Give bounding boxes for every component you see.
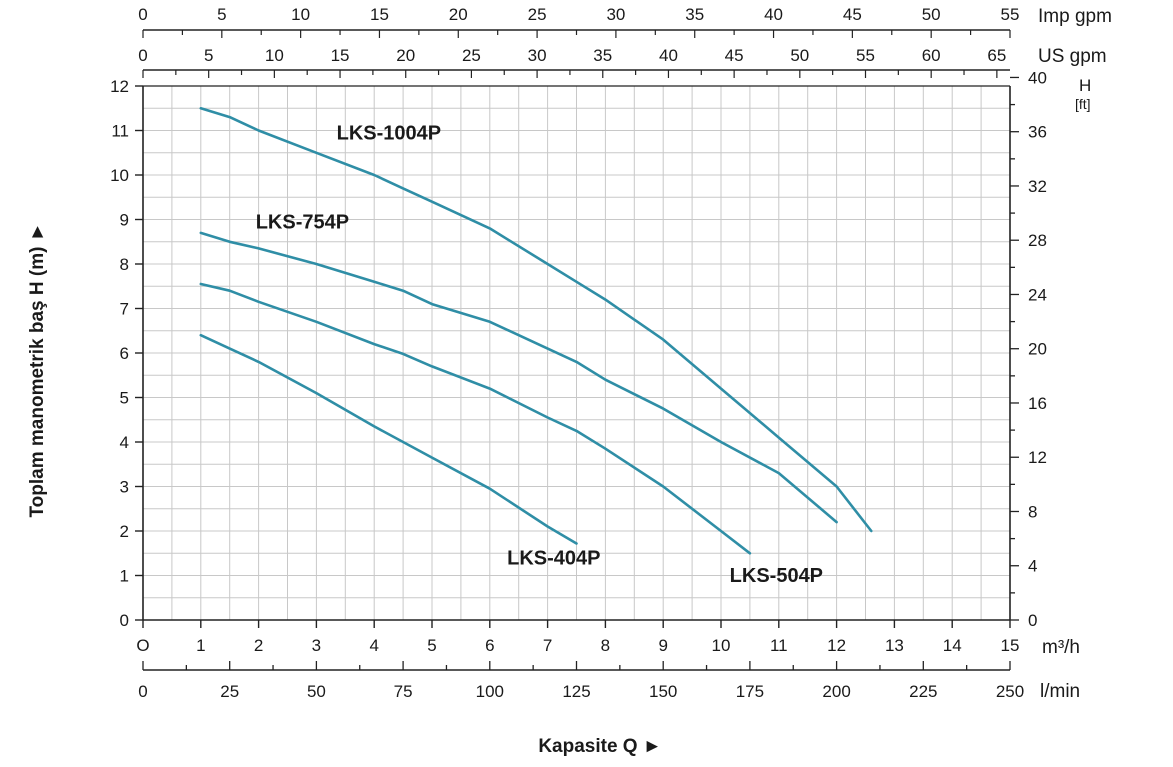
x-m3h-tick-label: 2 (254, 636, 263, 655)
y-left-tick-label: 4 (120, 433, 129, 452)
us-gpm-tick-label: 25 (462, 46, 481, 65)
us-gpm-tick-label: 45 (725, 46, 744, 65)
x-m3h-tick-label: 13 (885, 636, 904, 655)
x-m3h-tick-label: 11 (770, 636, 788, 655)
us-gpm-tick-label: 60 (922, 46, 941, 65)
us-gpm-tick-label: 15 (331, 46, 350, 65)
lmin-tick-label: 200 (822, 682, 850, 701)
x-axis-title: Kapasite Q ► (538, 736, 661, 757)
label-lks-504p: LKS-504P (730, 565, 823, 587)
y-right-tick-label: 8 (1028, 502, 1037, 521)
grid (143, 86, 1010, 620)
lmin-tick-label: 175 (736, 682, 764, 701)
us-gpm-tick-label: 35 (593, 46, 612, 65)
curve-lks-504p (201, 284, 750, 553)
y-right-tick-label: 32 (1028, 177, 1047, 196)
x-m3h-tick-label: 12 (827, 636, 846, 655)
imp-gpm-tick-label: 0 (138, 5, 147, 24)
x-m3h-tick-label: 3 (312, 636, 321, 655)
y-right-tick-label: 24 (1028, 285, 1047, 304)
y-right-tick-label: 36 (1028, 123, 1047, 142)
unit-us-gpm: US gpm (1038, 46, 1107, 67)
x-m3h-tick-label: 8 (601, 636, 610, 655)
unit-ft-bracket: [ft] (1075, 96, 1091, 112)
x-m3h-tick-label: 1 (196, 636, 205, 655)
imp-gpm-tick-label: 50 (922, 5, 941, 24)
x-m3h-tick-label: 4 (369, 636, 378, 655)
imp-gpm-tick-label: 5 (217, 5, 226, 24)
y-left-tick-label: 3 (120, 478, 129, 497)
curve-labels: LKS-1004P LKS-754P LKS-404P LKS-504P (256, 122, 823, 587)
us-gpm-tick-label: 40 (659, 46, 678, 65)
x-m3h-tick-label: 7 (543, 636, 552, 655)
y-left-tick-label: 11 (111, 122, 129, 141)
x-m3h-tick-label: 5 (427, 636, 436, 655)
lmin-tick-label: 100 (476, 682, 504, 701)
y-left-tick-label: 12 (110, 77, 129, 96)
us-gpm-tick-label: 0 (138, 46, 147, 65)
y-right-tick-label: 20 (1028, 340, 1047, 359)
y-right-tick-label: 12 (1028, 448, 1047, 467)
lmin-tick-label: 75 (394, 682, 413, 701)
us-gpm-tick-label: 50 (790, 46, 809, 65)
lmin-tick-label: 250 (996, 682, 1024, 701)
label-lks-754p: LKS-754P (256, 211, 349, 233)
us-gpm-tick-label: 55 (856, 46, 875, 65)
y-right-tick-label: 0 (1028, 611, 1037, 630)
y-right-tick-label: 16 (1028, 394, 1047, 413)
imp-gpm-tick-label: 35 (685, 5, 704, 24)
unit-imp-gpm: Imp gpm (1038, 6, 1112, 27)
imp-gpm-tick-label: 15 (370, 5, 389, 24)
y-left-tick-label: 5 (120, 389, 129, 408)
imp-gpm-tick-label: 30 (606, 5, 625, 24)
y-right-tick-label: 28 (1028, 231, 1047, 250)
lmin-tick-label: 125 (562, 682, 590, 701)
imp-gpm-tick-label: 25 (528, 5, 547, 24)
y-left-tick-label: 1 (120, 567, 129, 586)
y-left-tick-label: 0 (120, 611, 129, 630)
lmin-tick-label: 50 (307, 682, 326, 701)
imp-gpm-tick-label: 20 (449, 5, 468, 24)
x-m3h-tick-label: O (136, 636, 149, 655)
x-m3h-tick-label: 6 (485, 636, 494, 655)
imp-gpm-tick-label: 40 (764, 5, 783, 24)
curve-lks-404p (201, 335, 577, 543)
imp-gpm-tick-label: 45 (843, 5, 862, 24)
y-right-tick-label: 40 (1028, 68, 1047, 87)
x-m3h-tick-label: 10 (712, 636, 731, 655)
lmin-tick-label: 25 (220, 682, 239, 701)
x-m3h-tick-label: 15 (1001, 636, 1020, 655)
y-left-tick-label: 8 (120, 255, 129, 274)
y-right-tick-label: 4 (1028, 557, 1037, 576)
x-m3h-tick-label: 9 (658, 636, 667, 655)
y-left-tick-label: 9 (120, 211, 129, 230)
us-gpm-tick-label: 30 (528, 46, 547, 65)
unit-ft-h: H (1079, 76, 1091, 95)
y-left-tick-label: 10 (110, 166, 129, 185)
y-left-tick-label: 7 (120, 300, 129, 319)
us-gpm-tick-label: 20 (396, 46, 415, 65)
us-gpm-tick-label: 65 (987, 46, 1006, 65)
us-gpm-tick-label: 10 (265, 46, 284, 65)
label-lks-1004p: LKS-1004P (337, 122, 442, 144)
lmin-tick-label: 150 (649, 682, 677, 701)
lmin-tick-label: 0 (138, 682, 147, 701)
imp-gpm-tick-label: 55 (1001, 5, 1020, 24)
y-left-tick-label: 6 (120, 344, 129, 363)
unit-m3h: m³/h (1042, 637, 1080, 658)
lmin-tick-label: 225 (909, 682, 937, 701)
us-gpm-tick-label: 5 (204, 46, 213, 65)
label-lks-404p: LKS-404P (507, 547, 600, 569)
x-m3h-tick-label: 14 (943, 636, 962, 655)
imp-gpm-tick-label: 10 (291, 5, 310, 24)
y-axis-title: Toplam manometrik baş H (m) ► (27, 222, 48, 517)
y-left-tick-label: 2 (120, 522, 129, 541)
unit-lmin: l/min (1040, 681, 1080, 702)
